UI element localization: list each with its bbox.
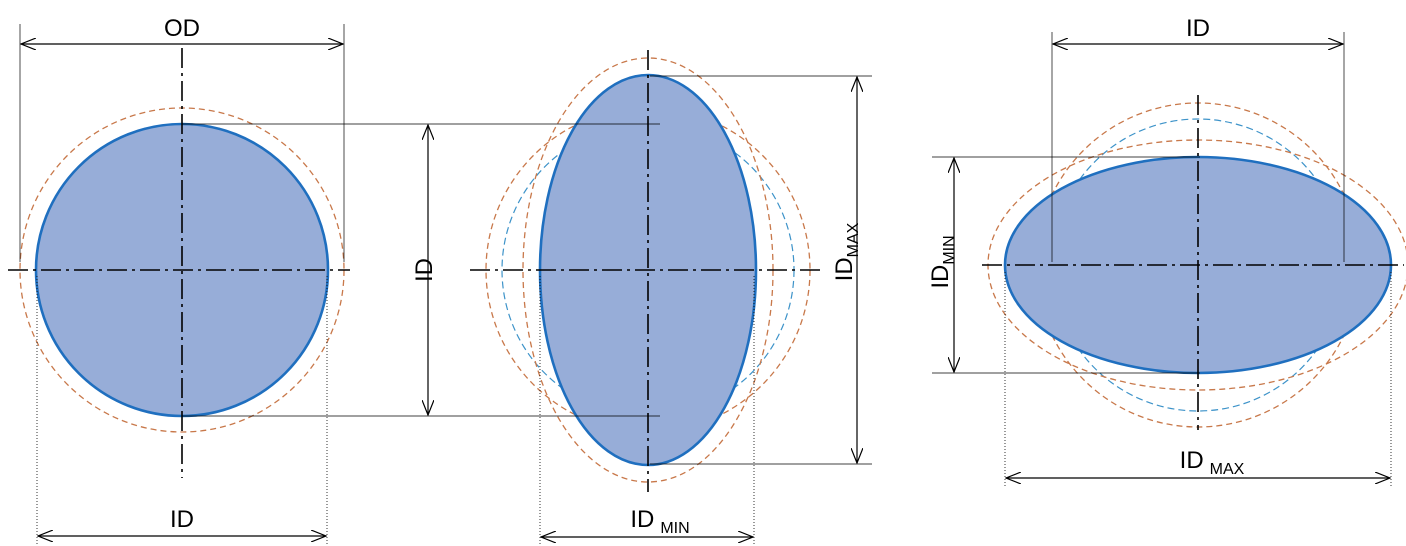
round-tube-figure: OD ID	[8, 15, 350, 544]
id-label: ID	[411, 258, 438, 282]
od-label: OD	[164, 15, 200, 42]
horizontal-oval-figure: ID IDMIN ID MAX	[927, 15, 1406, 488]
vertical-oval-figure: ID IDMAX ID MIN	[182, 50, 872, 546]
idmin-label: IDMIN	[927, 235, 958, 288]
idmax-label: IDMAX	[831, 222, 862, 281]
id-label: ID	[170, 506, 194, 533]
id-label: ID	[1186, 15, 1210, 42]
